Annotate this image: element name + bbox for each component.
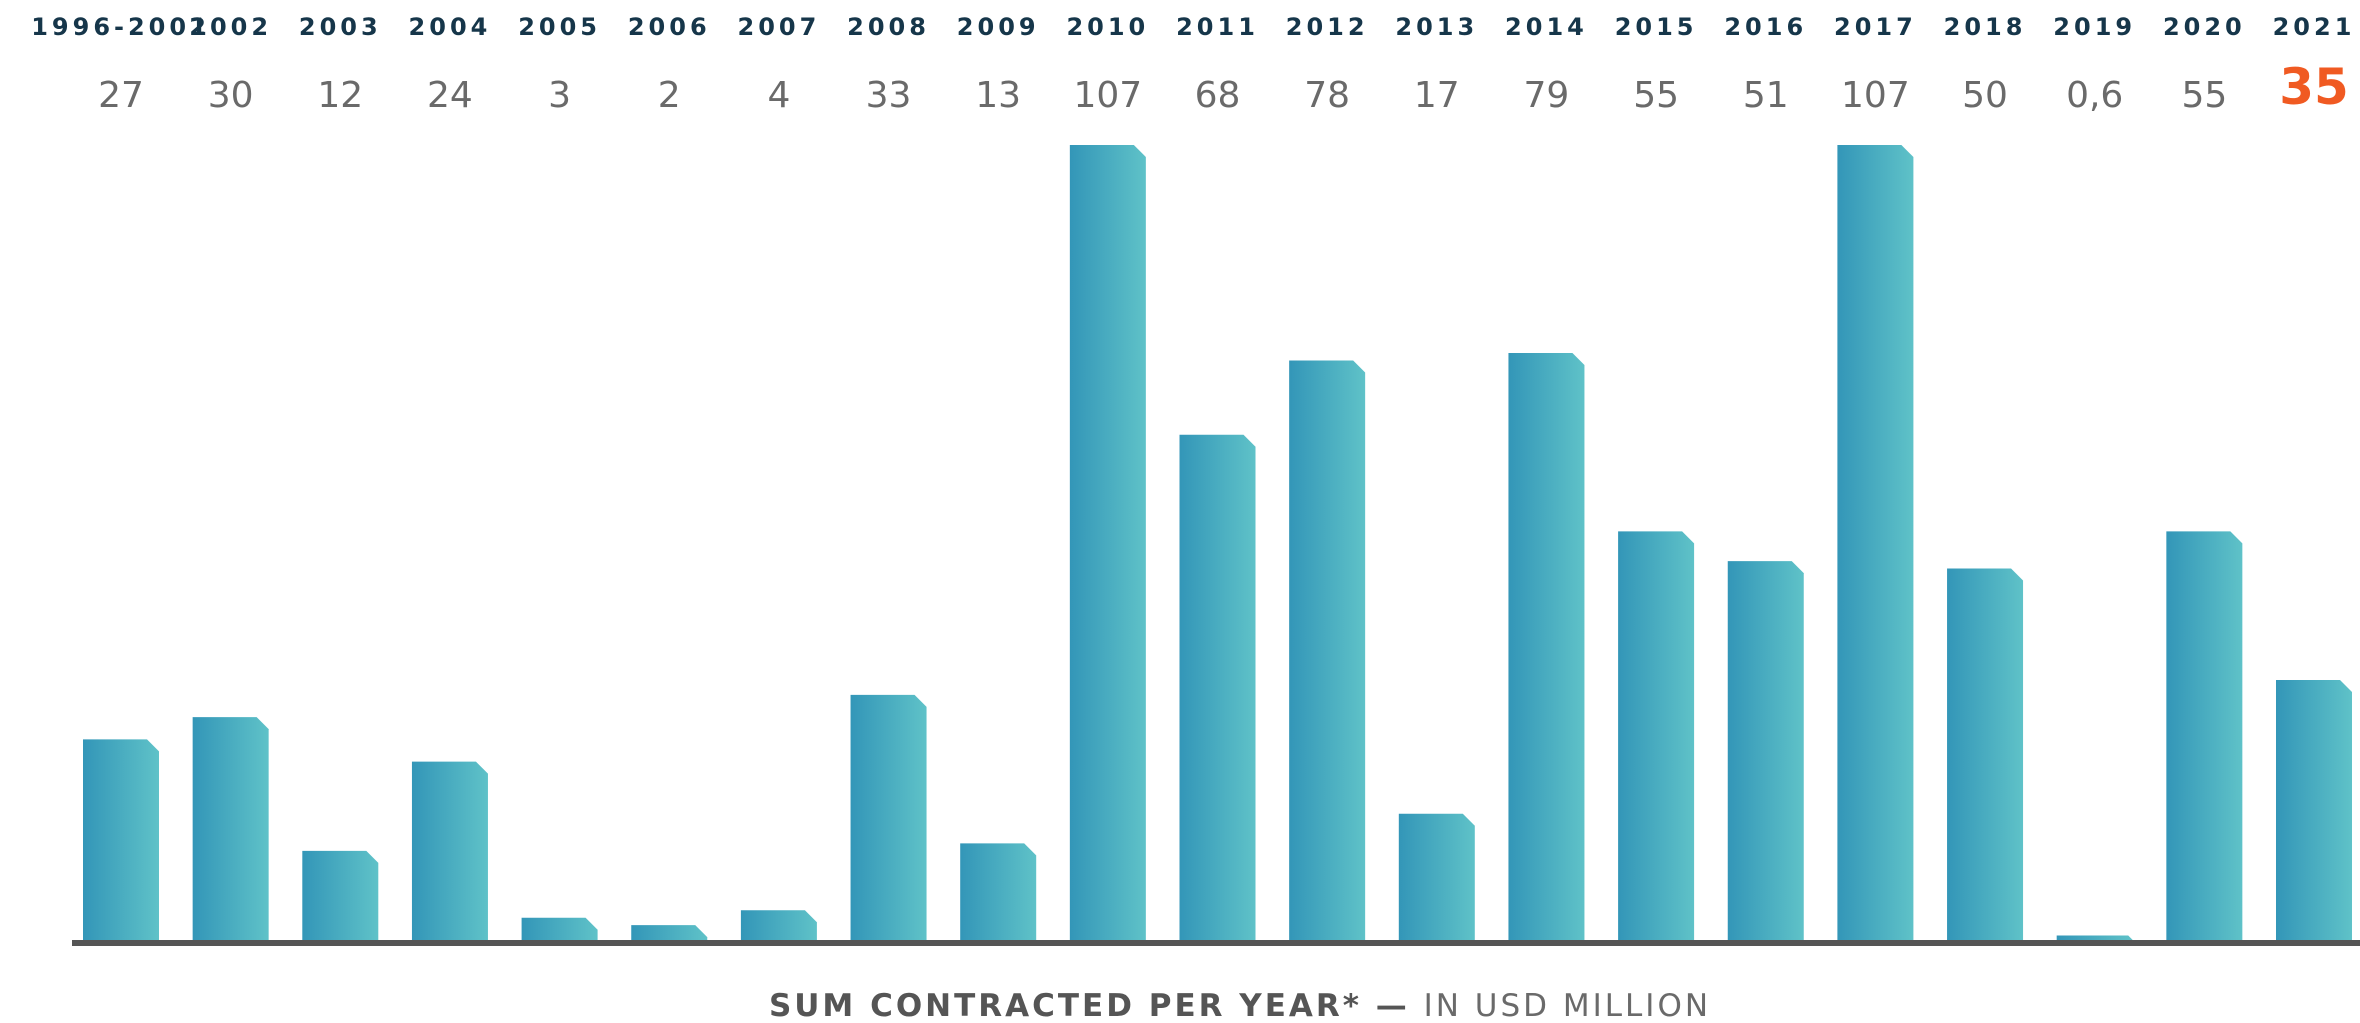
year-label: 2009 xyxy=(957,13,1040,41)
year-label: 2005 xyxy=(518,13,601,41)
bar xyxy=(1289,360,1366,940)
value-label: 30 xyxy=(208,75,254,116)
caption-dash: — xyxy=(1362,988,1424,1023)
year-label: 2012 xyxy=(1286,13,1369,41)
value-label: 107 xyxy=(1073,75,1142,116)
bar xyxy=(302,850,379,940)
caption-strong-text: SUM CONTRACTED PER YEAR* xyxy=(769,988,1362,1023)
year-label: 2003 xyxy=(299,13,382,41)
value-label: 51 xyxy=(1743,75,1789,116)
bar xyxy=(850,694,927,940)
year-label: 2020 xyxy=(2163,13,2246,41)
year-label: 2019 xyxy=(2053,13,2136,41)
bar-series xyxy=(83,145,2352,941)
bar xyxy=(83,739,159,940)
bar xyxy=(411,761,488,940)
bar xyxy=(631,925,708,940)
bar xyxy=(1508,353,1585,941)
value-label: 24 xyxy=(427,75,473,116)
value-label-highlight: 35 xyxy=(2279,58,2349,116)
bar xyxy=(192,717,269,940)
value-label: 50 xyxy=(1962,75,2008,116)
value-label: 55 xyxy=(2181,75,2227,116)
year-label: 2008 xyxy=(847,13,930,41)
year-label: 2017 xyxy=(1834,13,1917,41)
year-label: 2018 xyxy=(1944,13,2027,41)
year-label: 2004 xyxy=(409,13,492,41)
bar xyxy=(1069,145,1146,940)
chart-caption: SUM CONTRACTED PER YEAR* — IN USD MILLIO… xyxy=(769,988,1711,1023)
value-label: 3 xyxy=(548,75,571,116)
year-label: 2015 xyxy=(1615,13,1698,41)
value-label: 2 xyxy=(658,75,681,116)
bar xyxy=(521,917,598,940)
value-label-row: 27 30 12 24 3 2 4 33 13 107 68 78 17 79 55 51 107 50 0,6 55… xyxy=(98,58,2349,116)
value-label: 107 xyxy=(1841,75,1910,116)
value-label: 55 xyxy=(1633,75,1679,116)
bar xyxy=(740,910,817,940)
value-label: 12 xyxy=(317,75,363,116)
year-label: 2011 xyxy=(1176,13,1259,41)
year-label: 2016 xyxy=(1724,13,1807,41)
value-label: 68 xyxy=(1195,75,1241,116)
year-label: 2021 xyxy=(2273,13,2356,41)
value-label: 27 xyxy=(98,75,144,116)
value-label: 0,6 xyxy=(2066,75,2123,116)
bar xyxy=(960,843,1037,940)
bar xyxy=(1398,813,1475,940)
value-label: 13 xyxy=(975,75,1021,116)
bar xyxy=(1179,434,1256,940)
year-label: 2013 xyxy=(1395,13,1478,41)
bar xyxy=(2056,935,2133,940)
year-label: 2006 xyxy=(628,13,711,41)
value-label: 17 xyxy=(1414,75,1460,116)
bar xyxy=(1727,561,1804,940)
year-label: 2010 xyxy=(1066,13,1149,41)
year-label: 2007 xyxy=(738,13,821,41)
value-label: 78 xyxy=(1304,75,1350,116)
bar xyxy=(1618,531,1695,940)
bar xyxy=(2166,531,2243,940)
value-label: 4 xyxy=(767,75,790,116)
value-label: 33 xyxy=(866,75,912,116)
x-axis-baseline xyxy=(72,940,2360,946)
bar xyxy=(2276,679,2352,940)
bar xyxy=(1947,568,2024,940)
value-label: 79 xyxy=(1524,75,1570,116)
bar xyxy=(1837,145,1914,940)
year-label: 2002 xyxy=(189,13,272,41)
year-label: 2014 xyxy=(1505,13,1588,41)
caption-unit-text: IN USD MILLION xyxy=(1424,988,1711,1023)
year-label: 1996-2001 xyxy=(31,13,211,41)
